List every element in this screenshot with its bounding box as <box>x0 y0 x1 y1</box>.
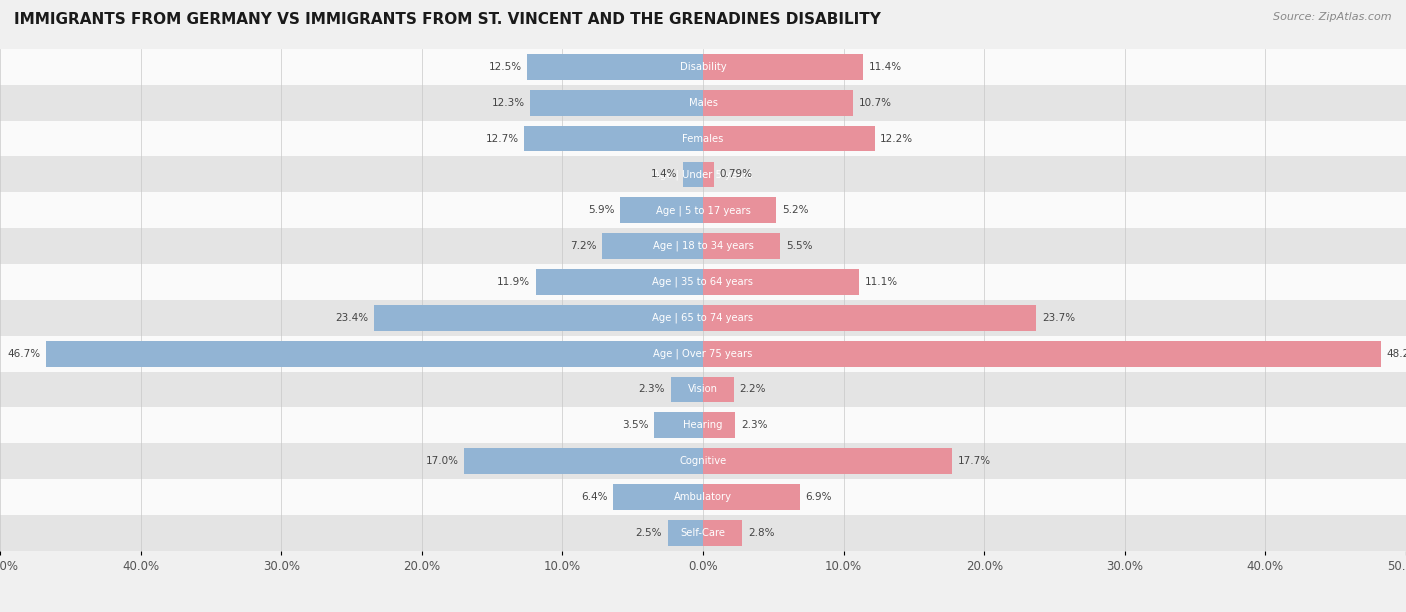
Text: Disability: Disability <box>679 62 727 72</box>
Text: 2.2%: 2.2% <box>740 384 766 395</box>
Bar <box>703 90 853 116</box>
Bar <box>703 269 859 295</box>
Text: 46.7%: 46.7% <box>7 349 41 359</box>
Text: 2.8%: 2.8% <box>748 528 775 538</box>
Bar <box>703 376 734 403</box>
Bar <box>0 228 1406 264</box>
Bar <box>703 125 875 152</box>
Text: 1.4%: 1.4% <box>651 170 678 179</box>
Text: Age | 18 to 34 years: Age | 18 to 34 years <box>652 241 754 252</box>
Bar <box>671 376 703 403</box>
Text: 6.9%: 6.9% <box>806 492 832 502</box>
Bar <box>0 192 1406 228</box>
Text: 5.5%: 5.5% <box>786 241 813 251</box>
Text: 12.2%: 12.2% <box>880 133 914 144</box>
Text: Hearing: Hearing <box>683 420 723 430</box>
Text: 6.4%: 6.4% <box>581 492 607 502</box>
Text: Age | Over 75 years: Age | Over 75 years <box>654 348 752 359</box>
Bar <box>703 233 780 259</box>
Text: 11.4%: 11.4% <box>869 62 903 72</box>
Text: IMMIGRANTS FROM GERMANY VS IMMIGRANTS FROM ST. VINCENT AND THE GRENADINES DISABI: IMMIGRANTS FROM GERMANY VS IMMIGRANTS FR… <box>14 12 882 28</box>
Text: 7.2%: 7.2% <box>569 241 596 251</box>
Bar <box>0 157 1406 192</box>
Text: Vision: Vision <box>688 384 718 395</box>
Text: 5.9%: 5.9% <box>588 205 614 215</box>
Bar <box>703 54 863 80</box>
Bar <box>0 49 1406 85</box>
Text: 5.2%: 5.2% <box>782 205 808 215</box>
Text: 17.0%: 17.0% <box>426 456 458 466</box>
Text: 10.7%: 10.7% <box>859 98 891 108</box>
Bar <box>703 412 735 438</box>
Bar <box>703 448 952 474</box>
Text: 2.3%: 2.3% <box>741 420 768 430</box>
Text: 2.5%: 2.5% <box>636 528 662 538</box>
Bar <box>0 121 1406 157</box>
Text: Self-Care: Self-Care <box>681 528 725 538</box>
Bar <box>703 520 742 546</box>
Text: Ambulatory: Ambulatory <box>673 492 733 502</box>
Text: 11.9%: 11.9% <box>496 277 530 287</box>
Bar <box>0 515 1406 551</box>
Text: Females: Females <box>682 133 724 144</box>
Text: Source: ZipAtlas.com: Source: ZipAtlas.com <box>1274 12 1392 22</box>
Bar <box>620 197 703 223</box>
Bar <box>0 408 1406 443</box>
Bar <box>703 305 1036 330</box>
Text: 23.4%: 23.4% <box>335 313 368 323</box>
Text: Age | 35 to 64 years: Age | 35 to 64 years <box>652 277 754 287</box>
Bar <box>524 125 703 152</box>
Text: Males: Males <box>689 98 717 108</box>
Text: 12.7%: 12.7% <box>485 133 519 144</box>
Bar <box>668 520 703 546</box>
Bar <box>0 479 1406 515</box>
Bar <box>527 54 703 80</box>
Bar <box>0 443 1406 479</box>
Bar <box>530 90 703 116</box>
Bar <box>613 484 703 510</box>
Bar <box>703 162 714 187</box>
Text: Cognitive: Cognitive <box>679 456 727 466</box>
Bar <box>536 269 703 295</box>
Text: 0.79%: 0.79% <box>720 170 752 179</box>
Bar <box>703 341 1381 367</box>
Bar <box>0 264 1406 300</box>
Text: 11.1%: 11.1% <box>865 277 898 287</box>
Text: Age | 5 to 17 years: Age | 5 to 17 years <box>655 205 751 215</box>
Text: 17.7%: 17.7% <box>957 456 991 466</box>
Bar <box>703 197 776 223</box>
Bar <box>602 233 703 259</box>
Bar <box>464 448 703 474</box>
Bar <box>374 305 703 330</box>
Bar <box>0 371 1406 408</box>
Text: 12.3%: 12.3% <box>491 98 524 108</box>
Text: 12.5%: 12.5% <box>488 62 522 72</box>
Bar <box>0 85 1406 121</box>
Bar <box>703 484 800 510</box>
Text: 2.3%: 2.3% <box>638 384 665 395</box>
Bar <box>654 412 703 438</box>
Text: Age | 65 to 74 years: Age | 65 to 74 years <box>652 313 754 323</box>
Bar <box>0 300 1406 336</box>
Text: Age | Under 5 years: Age | Under 5 years <box>654 169 752 180</box>
Text: 3.5%: 3.5% <box>621 420 648 430</box>
Text: 23.7%: 23.7% <box>1042 313 1076 323</box>
Bar <box>0 336 1406 371</box>
Bar <box>683 162 703 187</box>
Bar <box>46 341 703 367</box>
Text: 48.2%: 48.2% <box>1386 349 1406 359</box>
